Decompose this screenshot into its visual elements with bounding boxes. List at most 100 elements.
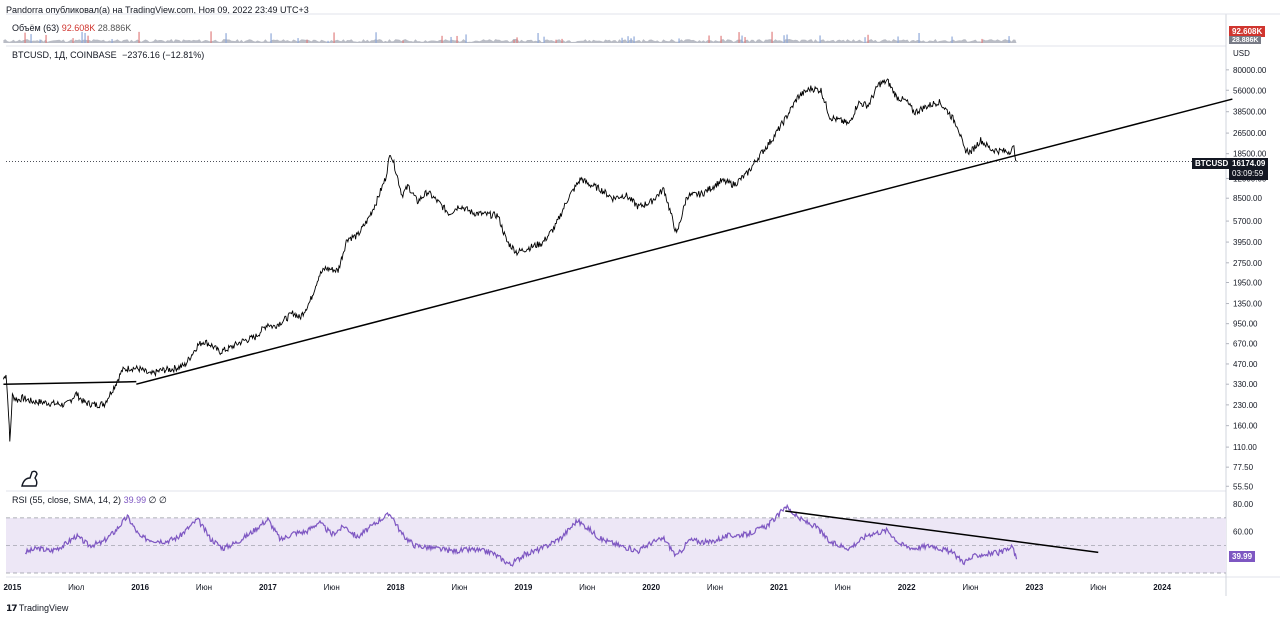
volume-bar: [516, 37, 518, 43]
price-tick-label: 56000.00: [1233, 86, 1267, 95]
price-tick-label: 670.00: [1233, 340, 1258, 349]
price-trendline: [3, 380, 137, 385]
volume-bar: [402, 40, 404, 43]
volume-bar: [327, 40, 329, 43]
rsi-title: RSI (55, close, SMA, 14, 2): [12, 495, 122, 505]
volume-bar: [951, 36, 953, 43]
price-tick-label: 26500.00: [1233, 129, 1267, 138]
volume-bar: [84, 32, 86, 43]
time-tick-label: 2015: [3, 583, 21, 592]
volume-bar: [30, 34, 32, 43]
dino-icon: [21, 470, 38, 487]
volume-bars: [3, 31, 1017, 43]
volume-bar: [513, 39, 515, 43]
volume-bar: [45, 34, 47, 43]
price-tick-label: 80000.00: [1233, 66, 1267, 75]
volume-bar: [138, 31, 140, 43]
volume-bar: [24, 32, 26, 43]
price-tick-label: 230.00: [1233, 401, 1258, 410]
volume-bar: [864, 37, 866, 43]
price-tick-label: 3950.00: [1233, 238, 1262, 247]
volume-bar: [555, 39, 557, 43]
volume-bar: [981, 38, 983, 43]
symbol-tag: BTCUSD: [1192, 158, 1232, 169]
volume-bar: [111, 39, 113, 43]
time-tick-label: 2021: [770, 583, 788, 592]
price-tick-label: 1350.00: [1233, 300, 1262, 309]
volume-bar: [465, 34, 467, 43]
time-tick-label: 2018: [387, 583, 405, 592]
volume-bar: [561, 38, 563, 43]
time-tick-label: Июн: [196, 583, 212, 592]
volume-bar: [297, 38, 299, 43]
volume-legend[interactable]: Объём (63) 92.608K 28.886K: [12, 23, 131, 33]
volume-bar: [306, 39, 308, 43]
price-tick-label: 470.00: [1233, 360, 1258, 369]
time-tick-label: 2017: [259, 583, 277, 592]
volume-bar: [375, 32, 377, 43]
volume-bar: [537, 33, 539, 43]
time-tick-label: 2023: [1025, 583, 1043, 592]
price-tick-label: 1950.00: [1233, 278, 1262, 287]
footer-brand[interactable]: 𝟭𝟳 TradingView: [6, 603, 68, 614]
rsi-tick-label: 80.00: [1233, 500, 1254, 509]
volume-bar: [786, 34, 788, 43]
volume-area: [3, 39, 1017, 43]
volume-bar: [897, 36, 899, 43]
time-tick-label: Июн: [1090, 583, 1106, 592]
time-tick-label: Июл: [68, 583, 85, 592]
volume-bar: [678, 38, 680, 43]
volume-bar: [81, 31, 83, 43]
volume-bar: [771, 31, 773, 43]
volume-bar: [627, 36, 629, 43]
time-tick-label: 2019: [514, 583, 532, 592]
volume-badge-grey: 28.886K: [1229, 36, 1262, 44]
time-tick-label: 2024: [1153, 583, 1171, 592]
time-tick-label: 2022: [898, 583, 916, 592]
time-tick-label: 2016: [131, 583, 149, 592]
price-tick-label: 110.00: [1233, 443, 1257, 452]
last-price-badge: 16174.09 03:09:59: [1229, 158, 1269, 180]
countdown: 03:09:59: [1232, 169, 1264, 178]
price-tick-label: 950.00: [1233, 320, 1258, 329]
volume-bar: [744, 37, 746, 43]
volume-bar: [867, 34, 869, 43]
volume-value-red: 92.608K: [61, 23, 96, 33]
volume-bar: [741, 35, 743, 43]
rsi-tick-label: 60.00: [1233, 528, 1254, 537]
volume-value-grey: 28.886K: [97, 23, 132, 33]
rsi-legend[interactable]: RSI (55, close, SMA, 14, 2) 39.99 ∅ ∅: [12, 495, 167, 506]
volume-bar: [333, 32, 335, 43]
volume-bar: [225, 33, 227, 43]
volume-bar: [708, 35, 710, 43]
volume-bar: [1008, 36, 1010, 43]
price-tick-label: 5700.00: [1233, 217, 1262, 226]
price-axis: 55.50 77.50 110.00 160.00 230.00 330.00 470.00…: [6, 66, 1267, 491]
publish-info: Pandorra опубликовал(а) на TradingView.c…: [6, 5, 309, 15]
volume-bar: [87, 35, 89, 43]
time-tick-label: Июн: [835, 583, 851, 592]
rsi-line: [25, 503, 1018, 567]
volume-bar: [210, 31, 212, 43]
btcusd-price-line: [2, 78, 1017, 442]
price-tick-label: 77.50: [1233, 463, 1254, 472]
volume-bar: [270, 33, 272, 43]
time-axis: 2015 Июл 2016 Июн 2017 Июн 2018 Июн 2019 Июн 2020 И…: [3, 583, 1171, 592]
volume-bar: [441, 35, 443, 43]
volume-bar: [918, 32, 920, 43]
time-tick-label: Июн: [451, 583, 467, 592]
symbol-change: −2376.16 (−12.81%): [122, 50, 205, 60]
time-tick-label: Июн: [707, 583, 723, 592]
price-tick-label: 330.00: [1233, 380, 1258, 389]
volume-bar: [456, 35, 458, 43]
footer-brand-label: TradingView: [18, 603, 69, 613]
volume-bar: [72, 38, 74, 43]
symbol-legend[interactable]: BTCUSD, 1Д, COINBASE −2376.16 (−12.81%): [12, 50, 204, 60]
time-tick-label: 2020: [642, 583, 660, 592]
price-series: [2, 78, 1233, 442]
volume-bar: [738, 32, 740, 43]
currency-label: USD: [1233, 49, 1250, 58]
volume-bar: [720, 35, 722, 43]
